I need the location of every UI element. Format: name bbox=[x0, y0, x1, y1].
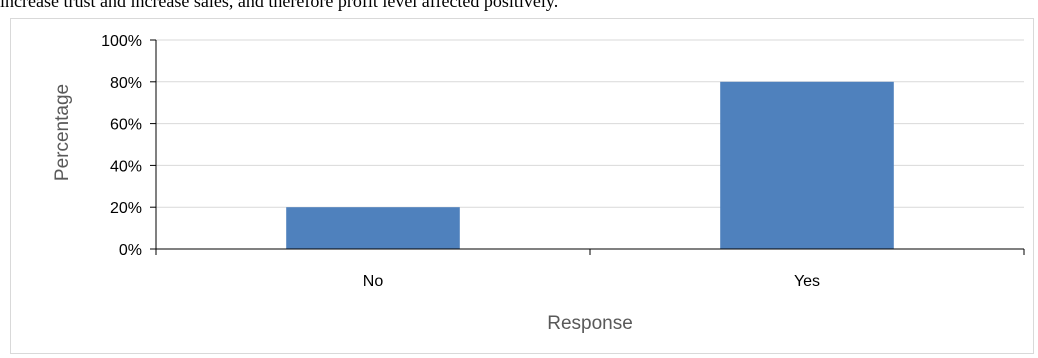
y-tick-label: 20% bbox=[110, 200, 142, 217]
y-tick-label: 40% bbox=[110, 158, 142, 175]
axes bbox=[150, 39, 1025, 255]
chart-frame: 0% 20% 40% 60% 80% 100% No Yes Response Percent… bbox=[10, 18, 1034, 354]
intro-text: increase trust and increase sales, and t… bbox=[0, 0, 559, 11]
y-tick-label: 80% bbox=[110, 75, 142, 92]
x-tick-label: No bbox=[363, 273, 384, 290]
x-axis-title: Response bbox=[547, 313, 633, 334]
y-tick-label: 60% bbox=[110, 117, 142, 134]
bar-yes bbox=[720, 81, 894, 249]
x-tick-label: Yes bbox=[794, 273, 820, 290]
bars bbox=[286, 81, 894, 249]
y-tick-label: 0% bbox=[119, 242, 142, 259]
bar-no bbox=[286, 207, 460, 249]
tick-labels: 0% 20% 40% 60% 80% 100% No Yes bbox=[101, 33, 820, 290]
y-tick-label: 100% bbox=[101, 33, 142, 50]
bar-chart: 0% 20% 40% 60% 80% 100% No Yes Response Percent… bbox=[52, 33, 1025, 334]
y-axis-title: Percentage bbox=[52, 84, 73, 181]
